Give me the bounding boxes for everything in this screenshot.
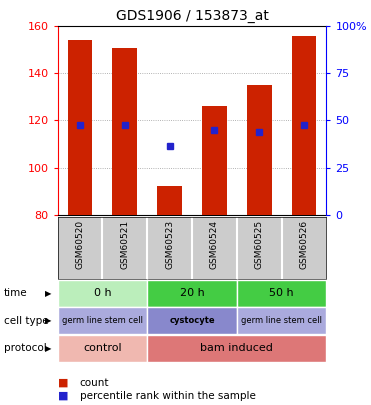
Text: germ line stem cell: germ line stem cell (62, 316, 143, 325)
Bar (68, 40, 92, 215)
Text: time: time (4, 288, 27, 298)
Text: protocol: protocol (4, 343, 46, 353)
Bar (247, 85, 272, 215)
Bar (112, 47, 137, 215)
Text: 20 h: 20 h (180, 288, 204, 298)
Text: 0 h: 0 h (93, 288, 111, 298)
Text: ▶: ▶ (45, 289, 52, 298)
Text: GSM60525: GSM60525 (255, 220, 264, 269)
Text: GSM60520: GSM60520 (75, 220, 85, 269)
Text: cell type: cell type (4, 316, 48, 326)
Text: ■: ■ (58, 391, 68, 401)
Text: cystocyte: cystocyte (169, 316, 215, 325)
Text: percentile rank within the sample: percentile rank within the sample (80, 391, 256, 401)
Text: GSM60524: GSM60524 (210, 220, 219, 269)
Text: count: count (80, 378, 109, 388)
Text: GSM60521: GSM60521 (120, 220, 129, 269)
Text: 50 h: 50 h (269, 288, 294, 298)
Text: ▶: ▶ (45, 344, 52, 353)
Text: ▶: ▶ (45, 316, 52, 325)
Bar (157, 186, 182, 215)
Text: ■: ■ (58, 378, 68, 388)
Text: germ line stem cell: germ line stem cell (241, 316, 322, 325)
Bar (292, 36, 316, 215)
Title: GDS1906 / 153873_at: GDS1906 / 153873_at (115, 9, 269, 23)
Bar (202, 107, 227, 215)
Text: GSM60523: GSM60523 (165, 220, 174, 269)
Text: GSM60526: GSM60526 (299, 220, 309, 269)
Text: control: control (83, 343, 122, 353)
Text: bam induced: bam induced (200, 343, 273, 353)
